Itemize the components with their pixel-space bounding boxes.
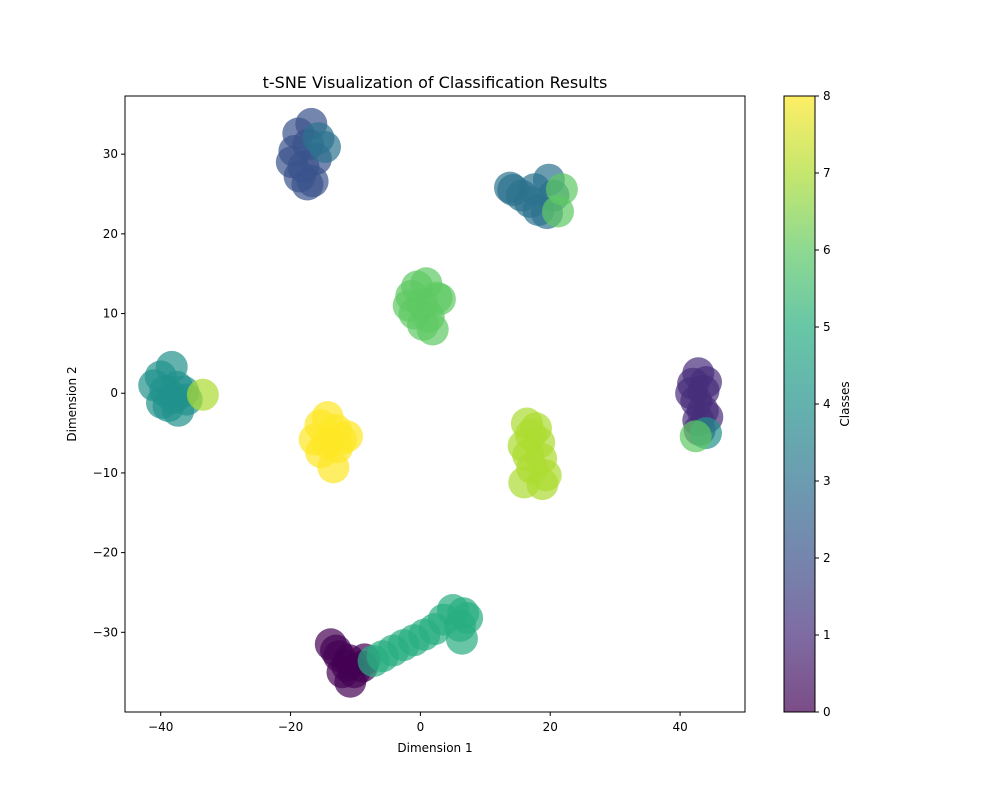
- colorbar-tick-label: 1: [823, 628, 831, 642]
- x-axis-label: Dimension 1: [397, 741, 472, 755]
- scatter-point-class-6: [392, 289, 425, 322]
- colorbar-tick-label: 3: [823, 474, 831, 488]
- scatter-point-class-6: [423, 283, 456, 316]
- y-tick-label: 20: [103, 227, 118, 241]
- scatter-point-class-7: [520, 412, 552, 445]
- scatter-point-class-7: [526, 468, 559, 501]
- y-tick-label: 30: [103, 147, 118, 161]
- scatter-point-class-5: [451, 602, 484, 634]
- x-tick-label: −40: [148, 720, 173, 734]
- scatter-point-class-8: [317, 451, 350, 484]
- colorbar: [783, 95, 816, 713]
- x-tick-label: 0: [417, 720, 425, 734]
- y-axis-ticks: −30 −20 −10 0 10 20 30: [93, 147, 125, 639]
- y-tick-label: −30: [93, 625, 118, 639]
- chart-title: t-SNE Visualization of Classification Re…: [263, 73, 608, 92]
- plot-frame: [124, 95, 746, 713]
- y-tick-label: −20: [93, 546, 118, 560]
- scatter-points: [138, 107, 724, 698]
- scatter-point-class-6: [542, 195, 574, 228]
- scatter-point-class-5: [357, 645, 390, 677]
- scatter-point-class-0: [333, 644, 365, 677]
- colorbar-tick-label: 8: [823, 89, 831, 103]
- colorbar-tick-label: 5: [823, 320, 831, 334]
- y-tick-label: 0: [110, 386, 118, 400]
- scatter-point-class-6: [679, 420, 712, 453]
- scatter-point-class-7: [186, 378, 219, 411]
- y-axis-label: Dimension 2: [65, 366, 79, 441]
- y-tick-label: −10: [93, 466, 118, 480]
- scatter-point-class-3: [518, 173, 551, 206]
- x-tick-label: 40: [672, 720, 687, 734]
- x-tick-label: −20: [278, 720, 303, 734]
- scatter-point-class-6: [416, 313, 449, 346]
- colorbar-ticks: 0 1 2 3 4 5 6 7 8: [815, 89, 831, 719]
- scatter-point-class-4: [146, 386, 178, 419]
- scatter-point-class-1: [690, 366, 722, 399]
- scatter-point-class-3: [309, 131, 341, 163]
- scatter-point-class-2: [291, 168, 324, 201]
- colorbar-tick-label: 2: [823, 551, 831, 565]
- colorbar-tick-label: 0: [823, 705, 831, 719]
- colorbar-tick-label: 6: [823, 243, 831, 257]
- scatter-point-class-8: [325, 423, 358, 456]
- scatter-point-class-3: [494, 171, 526, 204]
- colorbar-tick-label: 4: [823, 397, 831, 411]
- x-tick-label: 20: [543, 720, 558, 734]
- colorbar-tick-label: 7: [823, 166, 831, 180]
- x-axis-ticks: −40 −20 0 20 40: [148, 712, 688, 734]
- colorbar-label: Classes: [838, 381, 852, 426]
- y-tick-label: 10: [103, 307, 118, 321]
